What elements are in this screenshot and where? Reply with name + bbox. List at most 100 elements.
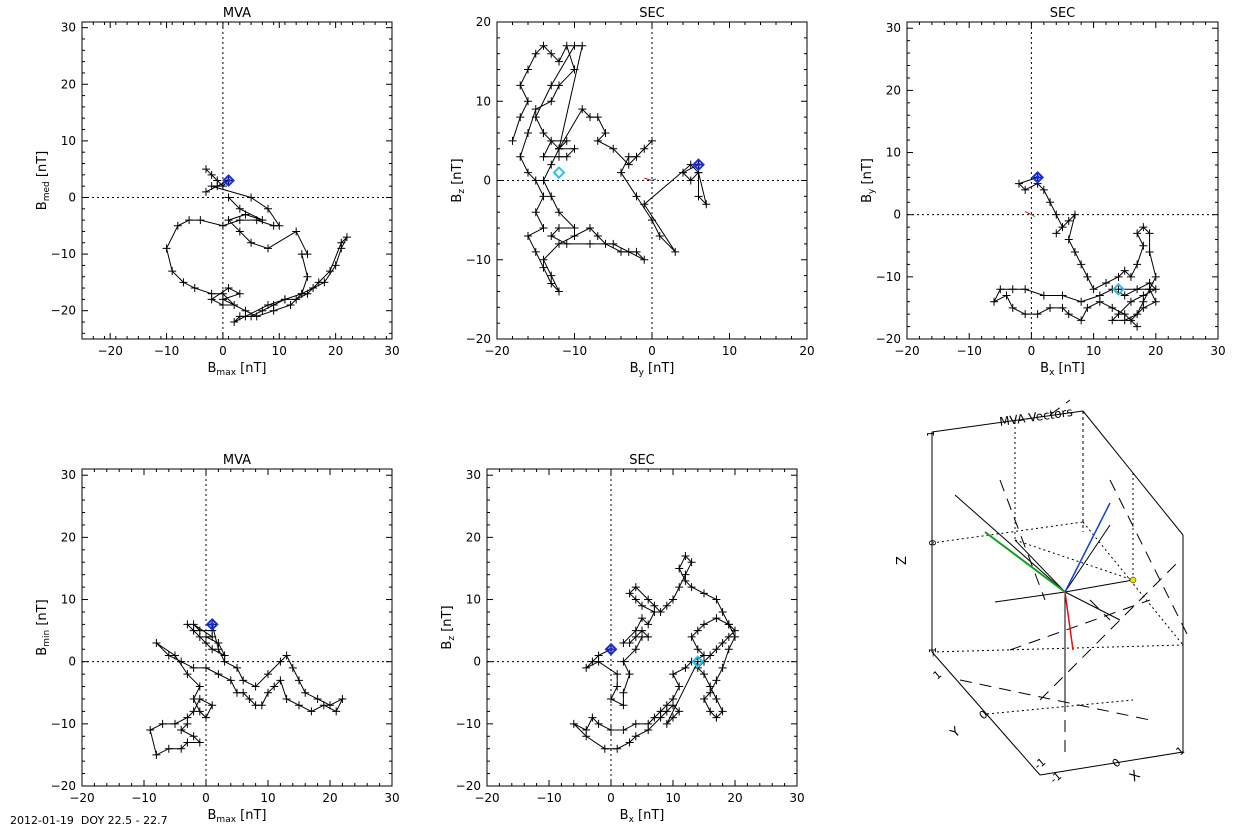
data-point <box>233 688 241 697</box>
y-tick-label: −20 <box>466 332 491 346</box>
data-point <box>1070 210 1079 219</box>
data-point <box>650 601 659 610</box>
data-point <box>1120 291 1129 300</box>
start-marker <box>604 642 618 656</box>
data-point <box>282 694 291 703</box>
data-point <box>1077 297 1086 306</box>
x-tick-label: 30 <box>384 791 399 805</box>
data-point <box>539 176 548 185</box>
x-tick-label: 20 <box>1148 344 1163 358</box>
data-point <box>570 144 579 153</box>
data-point <box>700 670 708 679</box>
x-tick-label: 0 <box>219 344 227 358</box>
plot-title: MVA <box>223 6 251 21</box>
data-point <box>712 595 721 604</box>
data-point <box>171 719 179 728</box>
data-point <box>555 81 563 90</box>
data-trace <box>149 623 344 756</box>
data-point <box>202 663 210 672</box>
data-point <box>555 144 563 153</box>
data-point <box>230 318 239 327</box>
data-point <box>1145 229 1154 238</box>
data-point <box>146 726 155 735</box>
y-tick-label: 20 <box>886 83 901 97</box>
x-tick-label: −10 <box>957 344 982 358</box>
data-point <box>601 128 610 137</box>
data-point <box>601 239 610 248</box>
data-point <box>619 701 628 710</box>
data-point <box>1114 285 1123 294</box>
x-tick-label: −20 <box>894 344 919 358</box>
data-point <box>1070 247 1079 256</box>
data-point <box>207 170 216 179</box>
data-point <box>1114 272 1123 281</box>
data-point <box>270 682 279 691</box>
data-point <box>183 719 192 728</box>
data-point <box>239 676 248 685</box>
data-point <box>679 168 687 177</box>
y-tick-label: 20 <box>476 15 491 29</box>
data-point <box>1133 260 1142 269</box>
data-point <box>1039 185 1048 194</box>
y-axis-label: Bz [nT] <box>440 605 457 649</box>
data-point <box>693 626 702 635</box>
y-tick-label: 0 <box>473 655 481 669</box>
plot-title: SEC <box>639 6 665 21</box>
data-point <box>1083 303 1092 312</box>
data-point <box>671 247 680 256</box>
data-point <box>162 244 171 253</box>
data-point <box>1145 247 1154 256</box>
data-point <box>638 601 646 610</box>
data-point <box>693 657 702 666</box>
data-point <box>706 688 715 697</box>
data-point <box>619 639 628 648</box>
data-point <box>586 113 594 122</box>
data-point <box>662 707 671 716</box>
y-axis-label: By [nT] <box>860 158 877 203</box>
data-point <box>1108 316 1117 325</box>
data-point <box>531 176 540 185</box>
y-tick-label: 20 <box>466 530 481 544</box>
data-point <box>625 670 634 679</box>
data-point <box>524 97 532 106</box>
data-point <box>555 224 563 233</box>
start-marker-dot <box>1035 175 1040 180</box>
y-tick-label: 0 <box>68 190 76 204</box>
data-point <box>586 239 594 248</box>
data-point <box>631 583 640 592</box>
x-tick-label: 10 <box>665 791 680 805</box>
data-point <box>183 738 192 747</box>
x-tick-label: 30 <box>384 344 399 358</box>
y-axis-label: Bmed [nT] <box>35 151 52 210</box>
data-point <box>731 632 739 641</box>
data-point <box>578 41 587 50</box>
data-point <box>681 663 690 672</box>
start-marker <box>205 617 219 631</box>
data-point <box>516 152 525 161</box>
cube-grid <box>1014 539 1134 581</box>
data-point <box>303 250 312 259</box>
data-point <box>607 726 615 735</box>
cube-projection <box>994 591 1066 603</box>
data-point <box>644 620 653 629</box>
data-point <box>578 105 587 114</box>
y-tick-label: 0 <box>68 655 76 669</box>
data-point <box>594 657 603 666</box>
plot-p5: −20 −10 0 10 20 30 −20 −10 0 10 20 30 SEC Bx [nT] Bz [… <box>440 453 805 825</box>
data-point <box>276 657 285 666</box>
data-point <box>687 583 696 592</box>
x-tick-label: −20 <box>69 791 94 805</box>
y-tick-label: 10 <box>466 593 481 607</box>
y-tick-label: 0 <box>893 208 901 222</box>
start-marker-dot <box>210 622 215 627</box>
data-point <box>593 231 602 240</box>
cube-dashed <box>999 479 1046 601</box>
data-point <box>313 694 322 703</box>
data-point <box>656 713 665 722</box>
data-point <box>675 707 684 716</box>
y-tick-label: −10 <box>876 270 901 284</box>
data-point <box>1014 179 1023 188</box>
data-point <box>712 614 721 623</box>
data-point <box>247 193 256 202</box>
